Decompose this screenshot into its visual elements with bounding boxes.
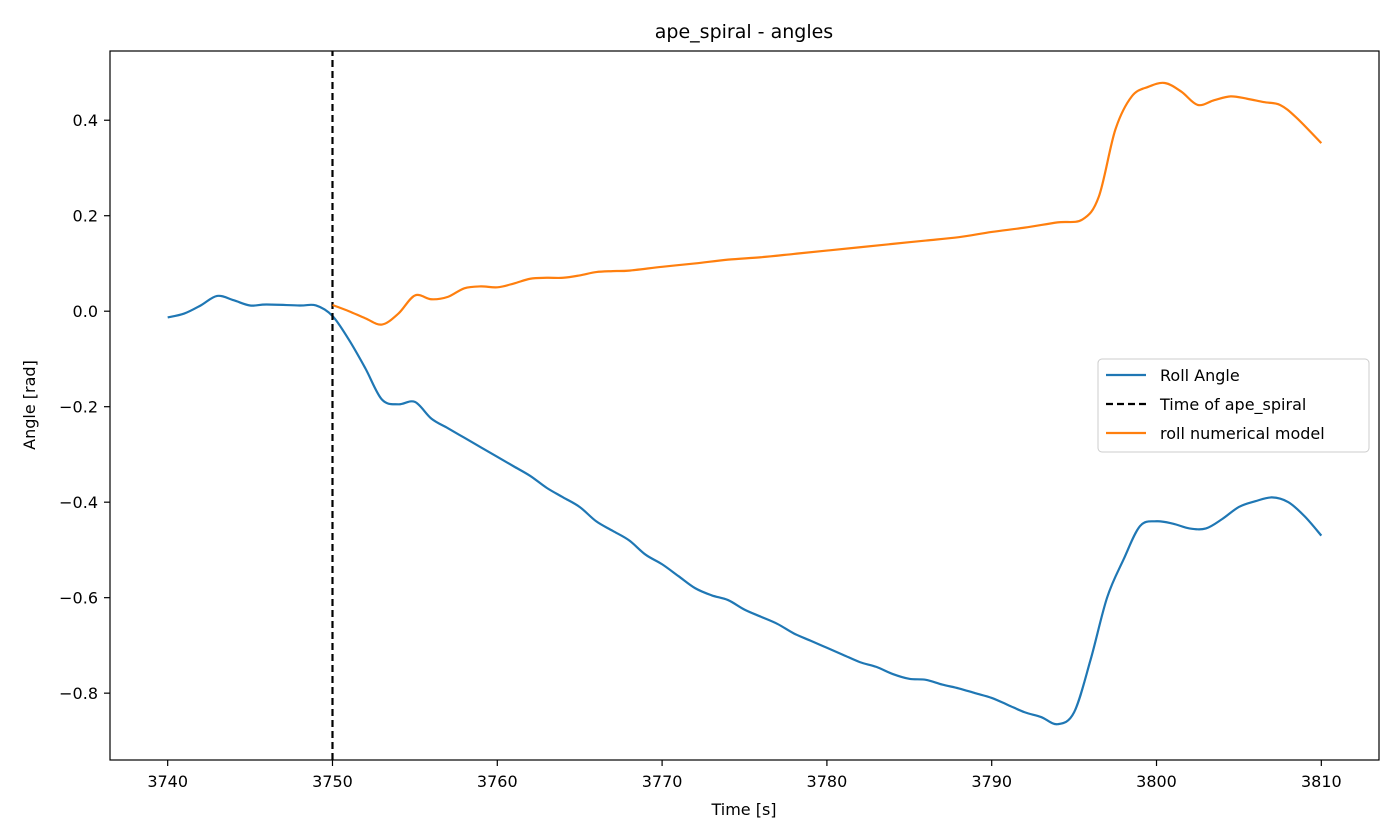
x-tick-label: 3780 [807,772,848,791]
x-tick-label: 3750 [312,772,353,791]
legend-label: Time of ape_spiral [1159,395,1306,415]
legend-label: Roll Angle [1160,366,1240,385]
x-tick-label: 3800 [1136,772,1177,791]
y-tick-label: 0.2 [73,207,98,226]
series-line-0 [167,294,1323,726]
y-tick-label: −0.6 [59,589,98,608]
series-line-2 [332,81,1323,326]
x-tick-label: 3790 [971,772,1012,791]
y-axis-label: Angle [rad] [20,360,39,450]
legend-label: roll numerical model [1160,424,1325,443]
x-tick-label: 3740 [147,772,188,791]
y-tick-label: 0.0 [73,302,98,321]
x-axis: 3740 3750 3760 3770 3780 3790 3800 3810 [147,760,1342,791]
x-tick-label: 3810 [1301,772,1342,791]
y-tick-label: 0.4 [73,111,98,130]
x-tick-label: 3760 [477,772,518,791]
chart-title: ape_spiral - angles [655,21,833,43]
x-tick-label: 3770 [642,772,683,791]
legend-box [1097,358,1370,453]
plot-frame [109,50,1380,761]
y-tick-label: −0.8 [59,684,98,703]
plot-area [167,51,1323,760]
x-axis-label: Time [s] [710,800,776,819]
y-tick-label: −0.4 [59,493,98,512]
y-tick-label: −0.2 [59,398,98,417]
y-axis: 0.4 0.2 0.0 −0.2 −0.4 −0.6 −0.8 [59,111,110,703]
